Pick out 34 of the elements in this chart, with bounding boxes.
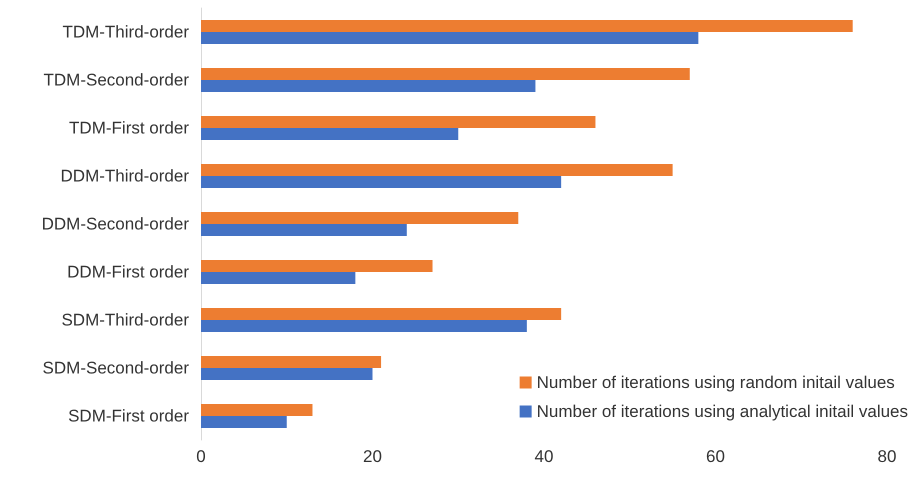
x-tick-label: 60 (706, 447, 725, 466)
bar (201, 176, 562, 188)
bar (201, 260, 433, 272)
bar (201, 416, 287, 428)
bar (201, 308, 562, 320)
y-tick-label: DDM-Second-order (42, 214, 190, 234)
y-tick-label: TDM-Second-order (44, 70, 190, 90)
bar (201, 212, 518, 224)
bar (201, 68, 690, 80)
bar (201, 128, 458, 140)
bar (201, 272, 356, 284)
y-tick-label: DDM-First order (67, 262, 190, 282)
bar (201, 116, 596, 128)
bar (201, 320, 527, 332)
bar (201, 404, 312, 416)
y-tick-label: SDM-Second-order (42, 358, 190, 378)
y-tick-label: TDM-First order (69, 118, 190, 138)
bar (201, 224, 407, 236)
bar (201, 356, 382, 368)
y-tick-label: TDM-Third-order (62, 22, 190, 42)
bar (201, 368, 372, 380)
y-tick-label: SDM-First order (68, 406, 190, 426)
bar (201, 80, 536, 92)
y-tick-label: SDM-Third-order (61, 310, 190, 330)
y-tick-label: DDM-Third-order (60, 166, 190, 186)
x-tick-label: 40 (534, 447, 554, 466)
legend-label: Number of iterations using random initail values (536, 373, 895, 392)
x-tick-label: 80 (878, 447, 896, 466)
x-tick-label: 0 (196, 447, 206, 466)
legend-label: Number of iterations using analytical initail values (536, 402, 908, 421)
x-tick-label: 20 (363, 447, 382, 466)
bar (201, 164, 673, 176)
bar (201, 32, 698, 44)
bar (201, 20, 853, 32)
